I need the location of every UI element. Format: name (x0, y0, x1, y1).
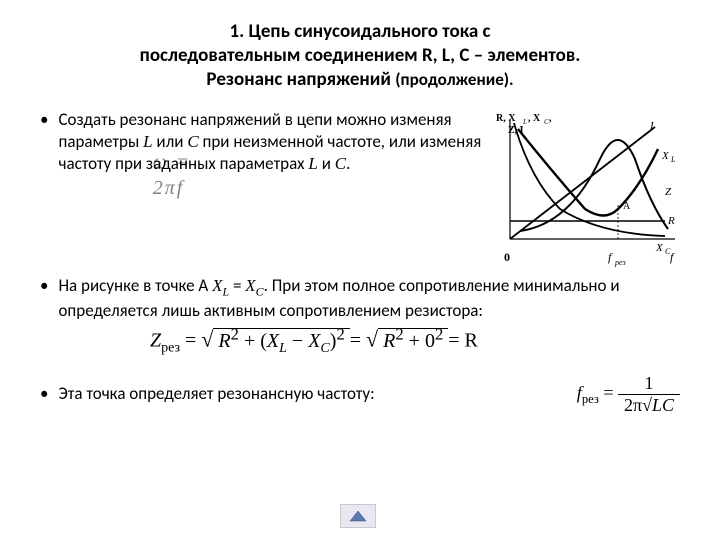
bullet-marker: • (40, 275, 48, 297)
svg-text:f: f (608, 250, 613, 264)
nav-up-button[interactable] (340, 504, 376, 528)
fz-xl-sub: L (279, 341, 287, 356)
formula-zrez: Zрез = √ R2 + (XL − XC)2 = √ R2 + 02 = R (150, 324, 680, 357)
svg-text:A: A (623, 201, 631, 212)
b1-C2: C (335, 154, 346, 173)
b1-L: L (143, 132, 152, 151)
fz-xc-sub: C (320, 341, 329, 356)
svg-text:X: X (661, 150, 670, 162)
bullet-marker: • (40, 383, 48, 405)
title-line3b: (продолжение). (395, 69, 513, 90)
b2-XC: X (245, 276, 255, 295)
formula-frez: fрез = 1 2π√LC (577, 373, 680, 416)
slide-title: 1. Цепь синусоидального тока с последова… (40, 20, 680, 91)
b2-pre: На рисунке в точке A (58, 275, 212, 296)
svg-text:X: X (655, 242, 664, 254)
svg-text:I: I (649, 120, 655, 132)
b2-XL: X (212, 276, 222, 295)
fz-eq1: = (185, 330, 201, 352)
b1-mid3: араметрах (228, 153, 308, 174)
b2-eq: = (229, 275, 245, 296)
bullet1-text: Создать резонанс напряжений в цепи можно… (58, 109, 486, 175)
fz-plus: + ( (239, 330, 267, 352)
b1-mid1: или (153, 131, 188, 152)
fz-eqR: = R (448, 330, 478, 352)
b2-XC-sub: C (256, 285, 264, 299)
bullet-marker: • (40, 109, 48, 131)
svg-text:рез: рез (614, 258, 626, 267)
bullet3-text: Эта точка определяет резонансную частоту… (58, 383, 374, 405)
svg-text:R, X: R, X (496, 113, 516, 124)
b1-L2: L (308, 154, 317, 173)
fz-xl: X (267, 330, 279, 352)
ff-den-a: 2π (624, 395, 642, 415)
arrow-up-icon (348, 510, 368, 522)
svg-text:0: 0 (504, 250, 510, 264)
ff-den-b: LC (652, 394, 674, 415)
svg-text:L: L (670, 155, 676, 164)
fz-eq2: = (350, 330, 366, 352)
fz-zero: 0 (425, 330, 435, 352)
svg-text:f: f (670, 250, 675, 264)
title-line1: 1. Цепь синусоидального тока с (229, 20, 490, 43)
fz-xc: X (308, 330, 320, 352)
fz-r2: R (383, 330, 395, 352)
ff-lhs-sub: рез (582, 392, 599, 406)
title-line2: последовательным соединением R, L, C – э… (140, 44, 581, 67)
ff-num: 1 (618, 373, 680, 395)
ff-eq: = (603, 382, 618, 402)
resonance-chart: R, X L , X C , Z, I I X L Z R X C A 0 f … (490, 109, 680, 269)
fz-minus: − (287, 330, 308, 352)
svg-text:,: , (549, 113, 552, 124)
fz-lhs-sub: рез (161, 341, 180, 356)
b1-end: . (346, 153, 350, 174)
svg-text:Z: Z (665, 186, 672, 198)
svg-text:, X: , X (528, 113, 541, 124)
bullet2-text: На рисунке в точке A XL = XC. При этом п… (58, 275, 680, 322)
fz-lhs: Z (150, 330, 161, 352)
svg-text:R: R (667, 215, 675, 227)
svg-text:Z, I: Z, I (508, 125, 524, 136)
fz-r1: R (218, 330, 230, 352)
title-line3a: Резонанс напряжений (206, 68, 395, 91)
b1-C: C (187, 132, 198, 151)
b1-and: и (318, 153, 335, 174)
b1-overlay-word: анных п (171, 153, 229, 174)
